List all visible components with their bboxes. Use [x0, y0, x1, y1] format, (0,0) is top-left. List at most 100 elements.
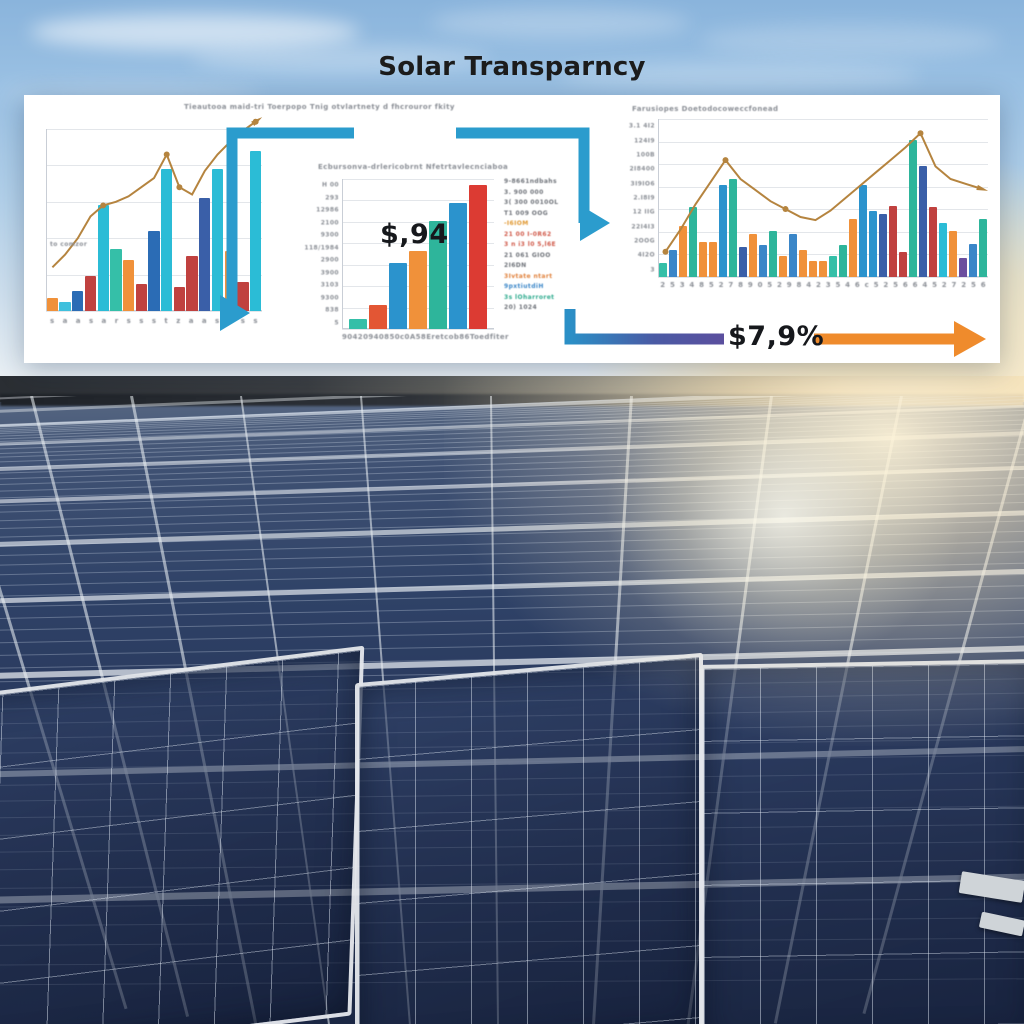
x-tick-label: s	[88, 317, 94, 325]
y-tick-label: 124I9	[634, 137, 655, 145]
y-tick-label: 3900	[320, 269, 339, 277]
bar	[668, 250, 678, 277]
gridline	[658, 277, 988, 278]
bar	[110, 249, 122, 311]
bar	[84, 276, 97, 311]
bar	[249, 150, 262, 311]
legend-item: 20) 1024	[504, 304, 538, 311]
x-tick-label: 9	[786, 281, 793, 289]
y-tick-label: 5	[334, 319, 339, 327]
bar	[122, 260, 135, 311]
bar	[968, 243, 978, 277]
x-tick-label: 7	[951, 281, 957, 289]
x-tick-label: 9408	[368, 333, 390, 341]
cloud	[560, 62, 920, 90]
cloud	[700, 24, 1000, 58]
y-tick-label: 118/1984	[304, 244, 339, 252]
cloud	[190, 46, 490, 72]
y-tick-label: 3I9IO6	[630, 180, 655, 188]
chart-center-legend: 9-8661ndbahs 3. 900 000 3( 300 0010OL T1 00…	[504, 177, 562, 314]
bar	[978, 218, 988, 277]
legend-item: 3Ivtate ntart	[504, 272, 553, 280]
x-tick-label: 4	[845, 281, 851, 289]
y-tick-label: 4I2O	[637, 251, 655, 259]
bar	[768, 231, 778, 277]
bar	[908, 139, 918, 277]
gridline	[342, 179, 494, 180]
legend-item: 3 n i3 l0 5,l6E	[504, 241, 557, 248]
x-tick-label: 3	[825, 281, 831, 289]
legend-item: 9-8661ndbahs	[504, 178, 557, 185]
x-tick-label: a	[188, 317, 194, 325]
y-tick-label: H 00	[321, 181, 339, 189]
x-tick-label: Toedfiter	[469, 333, 509, 341]
x-tick-label: 5	[873, 281, 879, 289]
y-axis	[658, 119, 659, 277]
gridline	[342, 329, 494, 330]
bar	[59, 301, 71, 311]
x-tick-label: s	[126, 317, 132, 325]
y-tick-label: 100B	[636, 151, 655, 159]
bar	[468, 185, 488, 329]
x-tick-label: a	[75, 317, 81, 325]
y-tick-label: 3	[650, 266, 655, 274]
x-tick-label: r	[114, 317, 119, 325]
x-tick-label: 2	[718, 281, 724, 289]
gridline	[342, 200, 494, 202]
y-tick-label: 3103	[320, 281, 339, 289]
bar	[698, 242, 708, 277]
legend-item: 2I6DN	[504, 262, 527, 269]
x-tick-label: 8	[699, 281, 705, 289]
bar-series	[342, 179, 494, 329]
y-tick-label: 293	[325, 194, 339, 202]
bar	[868, 210, 878, 277]
y-tick-label: 2I8400	[629, 165, 655, 173]
gridline	[46, 311, 262, 312]
x-tick-label: 2	[815, 281, 822, 289]
cloud	[30, 14, 360, 50]
gridline	[658, 254, 988, 256]
line-marker	[252, 118, 259, 125]
x-tick-label: 5	[767, 281, 773, 289]
bar	[898, 251, 908, 277]
x-tick-label: 50c	[389, 333, 405, 341]
bar	[46, 298, 59, 311]
x-tick-label: 8	[738, 281, 744, 289]
x-tick-label: c	[864, 281, 870, 289]
bar	[948, 231, 958, 277]
bar	[928, 207, 938, 277]
bar	[748, 234, 758, 277]
bar	[224, 250, 236, 311]
bar	[828, 256, 838, 277]
infographic-card: Tieautooa maid-tri Toerpopo Tnig otvlart…	[24, 95, 1000, 363]
bar	[161, 169, 173, 311]
x-tick-label: 2	[941, 281, 948, 289]
bar	[788, 234, 798, 277]
x-tick-label: 5	[932, 281, 938, 289]
bar-series	[46, 129, 262, 311]
bar	[368, 305, 388, 329]
bar	[958, 258, 968, 277]
legend-item: 9pxtiutdiH	[504, 283, 544, 290]
x-tick-label: 4	[689, 281, 695, 289]
solar-panel	[700, 659, 1024, 1024]
gridline	[342, 221, 494, 223]
bar	[878, 213, 888, 277]
bar	[678, 226, 688, 277]
cloud	[430, 8, 690, 38]
x-tick-label: Eretcob86	[426, 333, 470, 341]
x-tick-label: s	[240, 317, 246, 325]
bar	[728, 179, 738, 277]
x-tick-label: 5	[971, 281, 977, 289]
bar	[718, 185, 728, 277]
chart-center-plot: H 00 293 12986 2100 9300 118/1984 2900 3900 3103…	[304, 179, 494, 330]
y-tick-label: 9300	[320, 294, 339, 302]
chart-right: Farusiopes Doetodocoweccfonead 3.1 4I2 12…	[620, 101, 998, 301]
solar-panel	[355, 652, 703, 1024]
x-tick-label: s	[151, 317, 157, 325]
legend-item: 21 061 GIOO	[504, 251, 551, 259]
callout-bottom-value: $7,9%	[728, 321, 825, 352]
x-tick-label: z	[176, 317, 181, 325]
